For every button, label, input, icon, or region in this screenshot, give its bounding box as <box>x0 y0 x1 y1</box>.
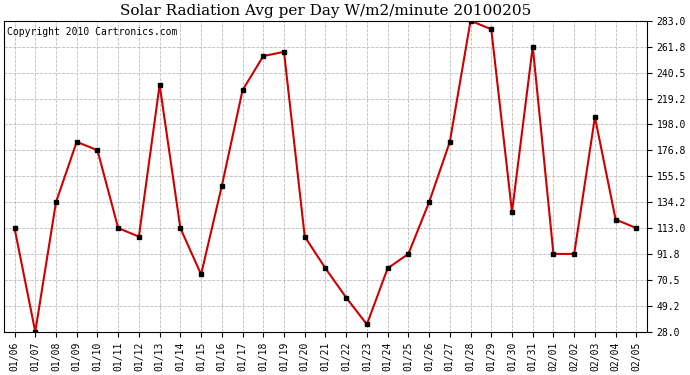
Title: Solar Radiation Avg per Day W/m2/minute 20100205: Solar Radiation Avg per Day W/m2/minute … <box>120 4 531 18</box>
Text: Copyright 2010 Cartronics.com: Copyright 2010 Cartronics.com <box>8 27 178 37</box>
